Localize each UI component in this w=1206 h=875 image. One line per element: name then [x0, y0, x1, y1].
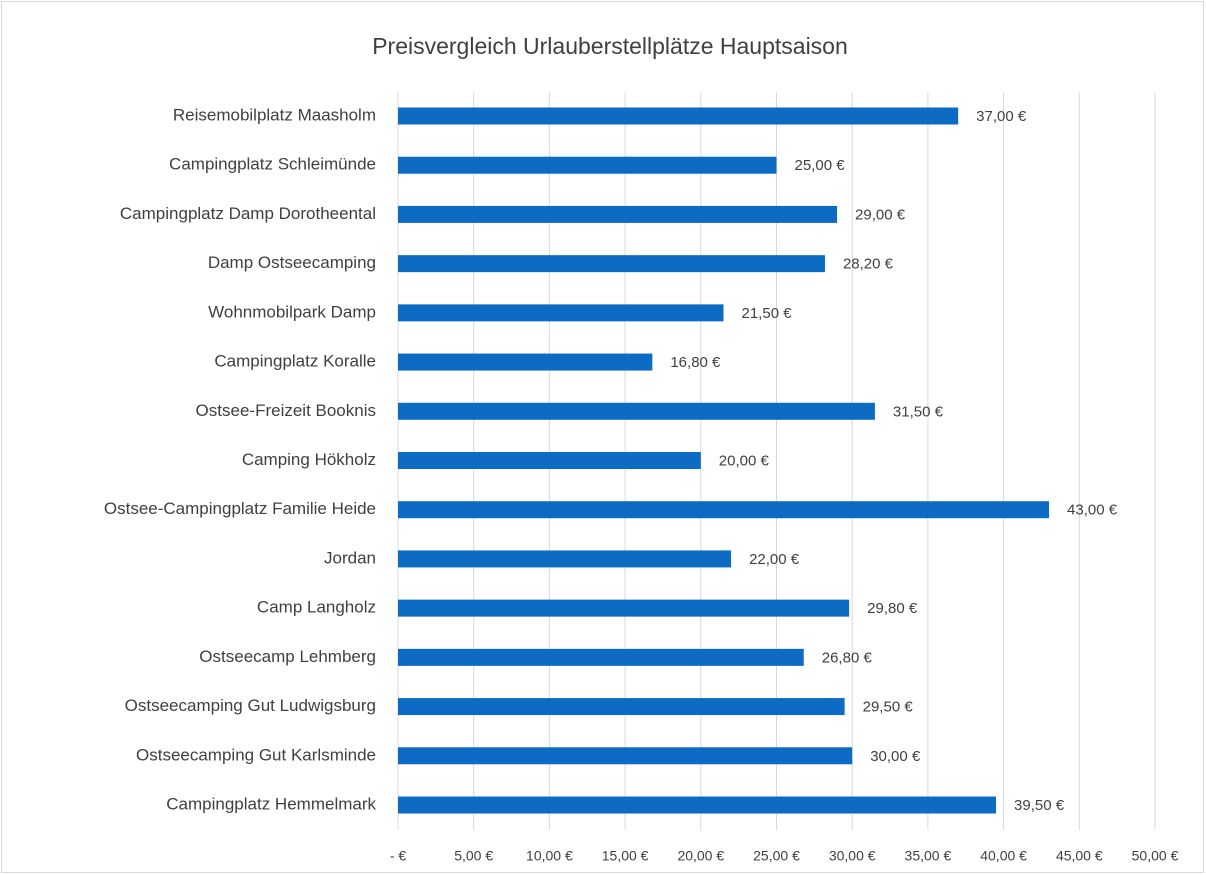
value-label: 26,80 €: [822, 649, 873, 666]
bar: [398, 255, 825, 273]
x-tick-label: 20,00 €: [677, 848, 724, 864]
bar: [398, 156, 777, 174]
chart-title: Preisvergleich Urlauberstellplätze Haupt…: [372, 33, 848, 59]
category-label: Campingplatz Damp Dorotheental: [120, 204, 376, 223]
value-label: 39,50 €: [1014, 797, 1065, 814]
category-label: Ostsee-Campingplatz Familie Heide: [104, 499, 376, 518]
category-label: Campingplatz Schleimünde: [169, 155, 376, 174]
x-tick-label: 25,00 €: [753, 848, 800, 864]
x-tick-label: - €: [390, 848, 407, 864]
x-tick-label: 40,00 €: [980, 848, 1027, 864]
category-label: Wohnmobilpark Damp: [208, 302, 376, 321]
bar: [398, 304, 724, 322]
value-label: 29,50 €: [863, 699, 914, 716]
value-label: 30,00 €: [870, 748, 921, 765]
category-label: Campingplatz Koralle: [214, 352, 376, 371]
value-label: 43,00 €: [1067, 502, 1118, 519]
value-label: 37,00 €: [976, 108, 1027, 125]
category-label: Ostseecamping Gut Ludwigsburg: [125, 696, 376, 715]
bar: [398, 648, 804, 666]
value-label: 22,00 €: [749, 551, 800, 568]
x-tick-label: 35,00 €: [905, 848, 952, 864]
value-label: 29,00 €: [855, 206, 906, 223]
value-label: 31,50 €: [893, 403, 944, 420]
category-label: Damp Ostseecamping: [208, 253, 376, 272]
category-label: Reisemobilplatz Maasholm: [173, 105, 376, 124]
value-label: 28,20 €: [843, 256, 894, 273]
bar: [398, 452, 701, 469]
value-label: 20,00 €: [719, 452, 770, 469]
category-label: Camp Langholz: [257, 598, 376, 617]
bar: [398, 550, 732, 568]
bar: [398, 599, 850, 617]
bar: [398, 205, 838, 223]
bar: [398, 796, 997, 814]
bar: [398, 698, 845, 716]
value-label: 29,80 €: [867, 600, 918, 617]
x-tick-label: 30,00 €: [829, 848, 876, 864]
x-tick-label: 10,00 €: [526, 848, 573, 864]
category-label: Ostsee-Freizeit Booknis: [196, 401, 376, 420]
x-tick-label: 50,00 €: [1132, 848, 1179, 864]
category-label: Campingplatz Hemmelmark: [166, 794, 376, 813]
category-label: Camping Hökholz: [242, 450, 376, 469]
x-tick-label: 15,00 €: [602, 848, 649, 864]
bar: [398, 501, 1050, 519]
x-tick-label: 5,00 €: [454, 848, 493, 864]
bar: [398, 747, 853, 765]
category-label: Jordan: [324, 548, 376, 567]
bar: [398, 402, 875, 420]
bar: [398, 353, 653, 371]
value-label: 25,00 €: [795, 157, 846, 174]
category-label: Ostseecamping Gut Karlsminde: [136, 745, 376, 764]
value-label: 21,50 €: [742, 305, 793, 322]
bar: [398, 107, 959, 125]
x-tick-label: 45,00 €: [1056, 848, 1103, 864]
category-label: Ostseecamp Lehmberg: [199, 647, 376, 666]
value-label: 16,80 €: [670, 354, 721, 371]
